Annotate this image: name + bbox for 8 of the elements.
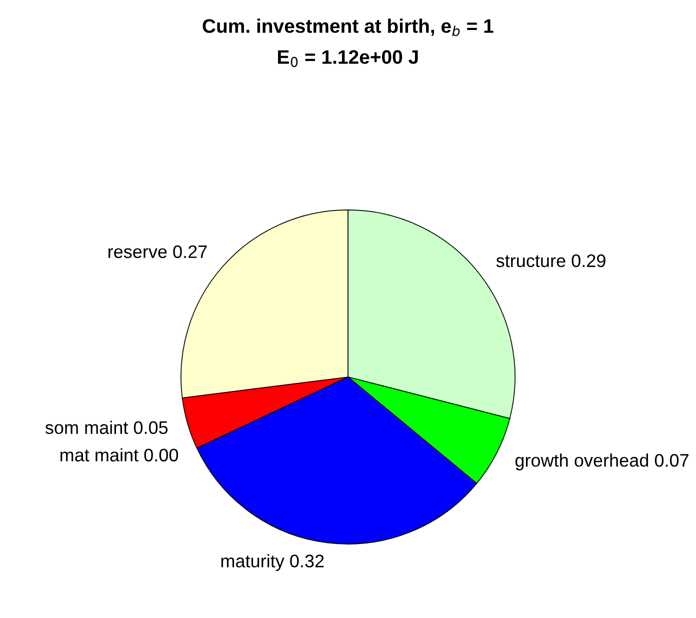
slice-label: structure 0.29 [496, 254, 606, 268]
slice-label: som maint 0.05 [45, 420, 168, 434]
slice-label: growth overhead 0.07 [515, 454, 688, 470]
chart-title: Cum. investment at birth, e$_{b}$ = 1 [202, 18, 494, 36]
chart-subtitle: E$_{0}$ = 1.12e+00 J [278, 50, 418, 68]
slice-label: maturity 0.32 [221, 554, 324, 572]
slice-label: reserve 0.27 [108, 245, 207, 258]
category-label: mat maint 0.00 [60, 448, 178, 462]
